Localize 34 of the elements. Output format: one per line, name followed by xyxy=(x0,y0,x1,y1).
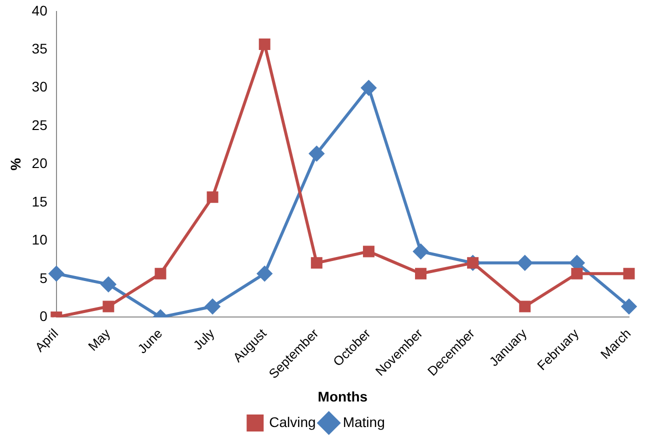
point xyxy=(415,268,427,280)
point xyxy=(362,246,374,258)
y-tick-label: 35 xyxy=(32,40,48,56)
x-tick-label: July xyxy=(190,325,218,353)
y-tick-label: 15 xyxy=(32,193,48,210)
point xyxy=(519,300,531,312)
point xyxy=(100,276,116,292)
point xyxy=(413,244,428,259)
y-tick-label: 25 xyxy=(32,116,48,133)
point xyxy=(571,268,583,280)
point xyxy=(154,268,166,280)
y-tick-label: 40 xyxy=(32,2,48,18)
x-tick-label: May xyxy=(85,325,114,354)
point xyxy=(517,255,532,270)
point xyxy=(622,299,636,314)
y-axis-title: % xyxy=(7,158,24,171)
point xyxy=(257,266,272,282)
y-tick-label: 5 xyxy=(40,270,48,286)
y-tick-label: 10 xyxy=(32,232,48,248)
point xyxy=(102,300,114,312)
legend-label: Calving xyxy=(269,414,316,430)
x-axis-title: Months xyxy=(318,388,368,404)
point xyxy=(258,38,270,50)
y-tick-label: 30 xyxy=(32,78,48,95)
y-tick-label: 0 xyxy=(40,308,48,324)
point xyxy=(310,257,322,269)
legend-label: Mating xyxy=(342,414,385,430)
point xyxy=(309,146,324,162)
point xyxy=(48,266,64,282)
point xyxy=(623,268,635,280)
point xyxy=(205,299,220,314)
y-tick-label: 20 xyxy=(32,155,48,172)
point xyxy=(361,80,376,96)
point xyxy=(206,191,218,203)
